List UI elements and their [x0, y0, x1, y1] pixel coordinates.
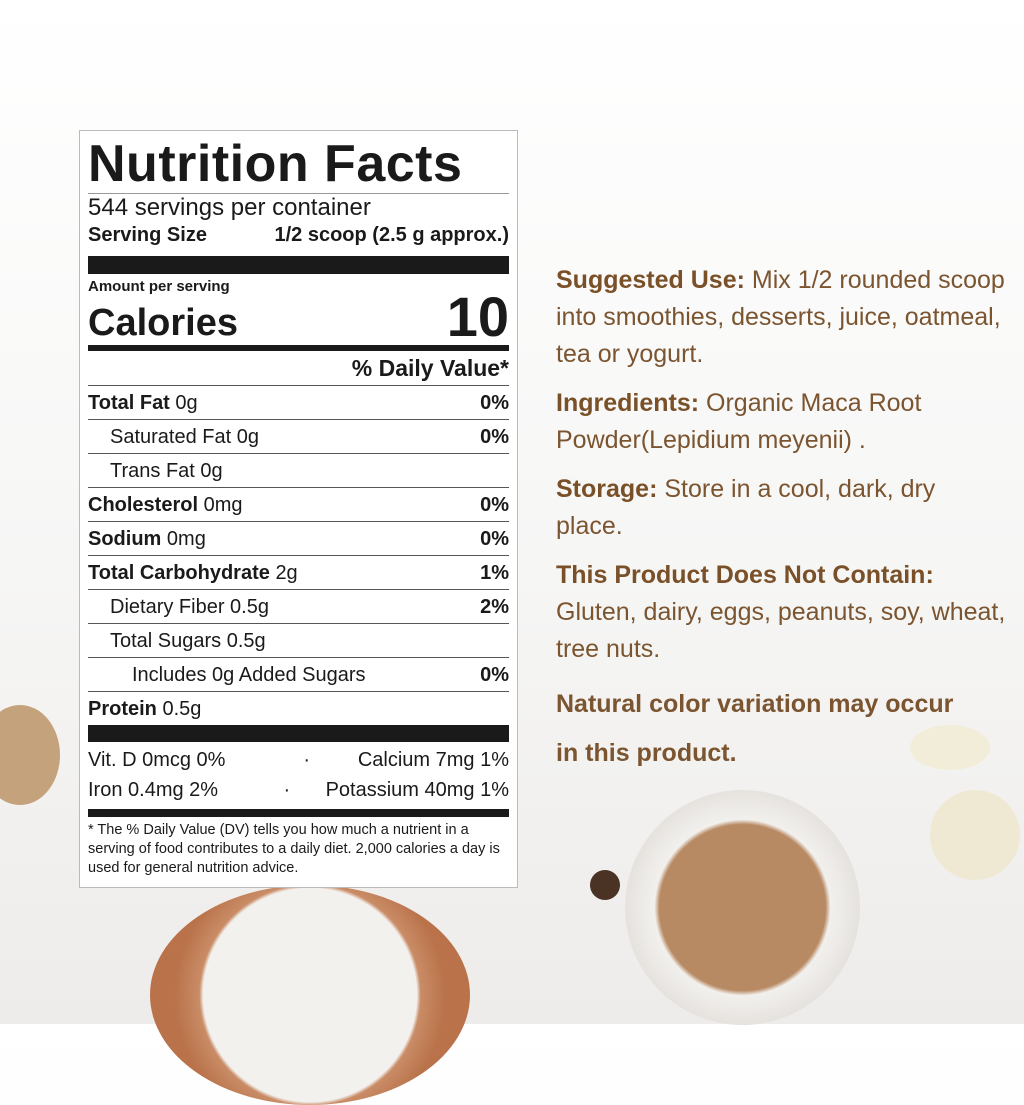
- nutrient-name: Total Sugars: [110, 630, 222, 652]
- nutrient-dv: 0%: [480, 494, 509, 516]
- amount-per-serving: Amount per serving: [88, 278, 230, 295]
- nutrient-name: Sodium: [88, 528, 162, 550]
- suggested-use: Suggested Use: Mix 1/2 rounded scoop int…: [556, 262, 1006, 373]
- white-chips-image: [930, 790, 1020, 880]
- vitamin-row: Iron 0.4mg 2% · Potassium 40mg 1%: [88, 775, 509, 805]
- storage-text: Store in a cool, dark, dry place.: [556, 475, 936, 540]
- iron: Iron 0.4mg 2%: [88, 779, 219, 801]
- nutrient-dv: 1%: [480, 562, 509, 584]
- ingredients-label: Ingredients:: [556, 389, 700, 417]
- nutrient-row: Dietary Fiber 0.5g 2%: [88, 590, 509, 624]
- nutrient-amount: 0.5g: [226, 630, 266, 652]
- product-info: Suggested Use: Mix 1/2 rounded scoop int…: [556, 262, 1006, 790]
- divider-thick: [88, 256, 509, 274]
- nutrient-row: Protein 0.5g: [88, 692, 509, 725]
- chocolate-chips-image: [590, 870, 620, 900]
- nutrient-name: Trans Fat: [110, 460, 195, 482]
- nutrient-row: Total Carbohydrate 2g 1%: [88, 556, 509, 590]
- suggested-use-text: Mix 1/2 rounded scoop into smoothies, de…: [556, 266, 1005, 368]
- potassium: Potassium 40mg 1%: [325, 779, 509, 801]
- nutrition-facts-label: Nutrition Facts 544 servings per contain…: [79, 130, 518, 888]
- label-title: Nutrition Facts: [88, 135, 509, 194]
- white-chips-image: [910, 725, 990, 770]
- nutrient-row: Total Fat 0g 0%: [88, 386, 509, 420]
- nutrient-name: Protein: [88, 698, 157, 720]
- not-contain-text: Gluten, dairy, eggs, peanuts, soy, wheat…: [556, 598, 1006, 663]
- footnote: * The % Daily Value (DV) tells you how m…: [88, 822, 500, 876]
- maca-bowl-image: [625, 790, 860, 1025]
- walnut-image: [0, 705, 60, 805]
- nutrient-row: Total Sugars 0.5g: [88, 624, 509, 658]
- nutrient-name: Includes 0g Added Sugars: [132, 664, 366, 686]
- calories-label: Calories: [88, 302, 238, 344]
- nutrient-name: Saturated Fat: [110, 426, 232, 448]
- divider-thick: [88, 809, 509, 817]
- ingredients-text: Organic Maca Root Powder(Lepidium meyeni…: [556, 389, 922, 454]
- nutrient-amount: 0g: [236, 426, 259, 448]
- nutrient-dv: 0%: [480, 528, 509, 550]
- vitamin-row: Vit. D 0mcg 0% · Calcium 7mg 1%: [88, 745, 509, 775]
- calcium: Calcium 7mg 1%: [357, 749, 509, 771]
- nutrient-name: Total Fat: [88, 392, 170, 414]
- nutrient-dv: 0%: [480, 392, 509, 414]
- serving-size-label: Serving Size: [88, 224, 207, 246]
- serving-size: Serving Size 1/2 scoop (2.5 g approx.): [88, 222, 509, 248]
- nutrient-dv: 2%: [480, 596, 509, 618]
- not-contain-label: This Product Does Not Contain:: [556, 561, 934, 589]
- storage-label: Storage:: [556, 475, 658, 503]
- nutrient-dv: 0%: [480, 426, 509, 448]
- calories-value: 10: [446, 285, 509, 348]
- servings-per-container: 544 servings per container: [88, 194, 371, 221]
- separator: ·: [283, 779, 291, 801]
- nutrient-amount: 0.5g: [162, 698, 202, 720]
- nutrient-row: Trans Fat 0g: [88, 454, 509, 488]
- nutrient-name: Total Carbohydrate: [88, 562, 270, 584]
- nutrient-row: Includes 0g Added Sugars 0%: [88, 658, 509, 692]
- separator: ·: [303, 749, 310, 771]
- divider-thick: [88, 725, 509, 742]
- nutrient-amount: 0mg: [203, 494, 243, 516]
- calories-row: Calories 10: [88, 289, 509, 351]
- nutrient-amount: 0mg: [166, 528, 206, 550]
- color-variation-note: Natural color variation may occur in thi…: [556, 690, 954, 767]
- suggested-use-label: Suggested Use:: [556, 266, 745, 294]
- nutrient-amount: 0g: [200, 460, 223, 482]
- ingredients: Ingredients: Organic Maca Root Powder(Le…: [556, 385, 1006, 459]
- nutrient-row: Sodium 0mg 0%: [88, 522, 509, 556]
- nutrient-amount: 2g: [275, 562, 298, 584]
- nutrient-row: Cholesterol 0mg 0%: [88, 488, 509, 522]
- vitamin-d: Vit. D 0mcg 0%: [88, 749, 226, 771]
- nutrient-name: Dietary Fiber: [110, 596, 225, 618]
- storage: Storage: Store in a cool, dark, dry plac…: [556, 471, 1006, 545]
- nutrient-name: Cholesterol: [88, 494, 199, 516]
- flour-bowl-image: [150, 885, 470, 1105]
- daily-value-header: % Daily Value*: [88, 351, 509, 386]
- nutrient-amount: 0.5g: [230, 596, 269, 618]
- nutrient-row: Saturated Fat 0g 0%: [88, 420, 509, 454]
- nutrient-dv: 0%: [480, 664, 509, 686]
- nutrient-amount: 0g: [175, 392, 198, 414]
- serving-size-value: 1/2 scoop (2.5 g approx.): [274, 224, 509, 246]
- not-contain: This Product Does Not Contain: Gluten, da…: [556, 557, 1006, 668]
